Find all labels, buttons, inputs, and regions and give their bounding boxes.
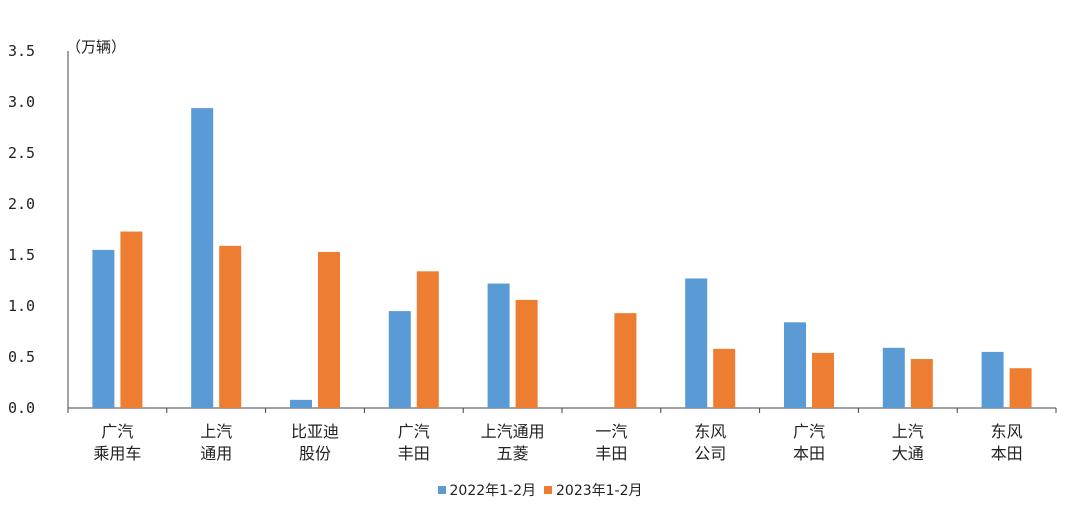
- bar-series-2: [1009, 368, 1032, 408]
- x-category-label: 东风: [991, 422, 1023, 441]
- bar-series-1: [981, 351, 1004, 408]
- bar-series-1: [487, 283, 510, 408]
- y-tick-label: 1.0: [8, 297, 35, 315]
- legend-label: 2022年1-2月: [449, 483, 537, 499]
- bar-series-1: [388, 311, 411, 408]
- y-tick-label: 0.5: [8, 348, 35, 366]
- x-category-label: 一汽: [595, 422, 627, 441]
- bar-series-2: [713, 348, 736, 408]
- y-tick-label: 3.0: [8, 93, 35, 111]
- bar-series-2: [910, 359, 933, 408]
- x-axis: 广汽乘用车上汽通用比亚迪股份广汽丰田上汽通用五菱一汽丰田东风公司广汽本田上汽大通…: [67, 407, 1057, 463]
- x-category-label: 丰田: [595, 444, 627, 463]
- legend-swatch: [544, 486, 552, 494]
- y-tick-label: 3.5: [8, 42, 35, 60]
- x-category-label: 大通: [892, 444, 924, 463]
- y-tick-label: 1.5: [8, 246, 35, 264]
- bar-chart: 0.00.51.01.52.02.53.03.5 广汽乘用车上汽通用比亚迪股份广…: [8, 38, 1057, 463]
- bar-series-1: [290, 399, 312, 408]
- x-category-label: 股份: [299, 444, 331, 463]
- bar-series-2: [120, 231, 143, 408]
- x-category-label: 公司: [694, 444, 726, 463]
- y-axis: 0.0 0.5 1.0 1.5 2.0 2.5 3.0 3.5: [8, 42, 69, 417]
- x-category-label: 乘用车: [93, 444, 141, 463]
- bar-series-1: [784, 322, 806, 408]
- x-category-label: 本田: [793, 444, 825, 463]
- bar-series-2: [812, 352, 834, 408]
- bar-series-1: [92, 249, 115, 408]
- legend-label: 2023年1-2月: [556, 483, 643, 499]
- legend: 2022年1-2月 2023年1-2月: [0, 480, 1080, 500]
- x-category-label: 本田: [991, 444, 1023, 463]
- x-category-label: 广汽: [101, 422, 133, 441]
- bars: [92, 108, 1032, 409]
- y-unit-label: （万辆）: [66, 38, 126, 56]
- x-category-label: 上汽: [892, 422, 924, 441]
- bar-series-1: [685, 278, 708, 408]
- bar-series-1: [191, 108, 214, 409]
- bar-series-2: [416, 271, 439, 408]
- x-category-label: 上汽通用: [481, 422, 545, 441]
- bar-series-2: [318, 251, 340, 408]
- x-category-label: 五菱: [497, 444, 529, 463]
- legend-swatch: [437, 486, 446, 494]
- bar-series-1: [882, 347, 905, 408]
- x-category-label: 东风: [694, 422, 726, 441]
- x-category-label: 丰田: [398, 444, 430, 463]
- bar-series-2: [219, 245, 242, 408]
- y-tick-label: 2.0: [8, 195, 35, 213]
- x-category-label: 上汽: [200, 422, 232, 441]
- x-category-label: 广汽: [793, 422, 825, 441]
- y-tick-label: 2.5: [8, 144, 35, 162]
- legend-item-series-2: 2023年1-2月: [544, 480, 643, 500]
- x-category-label: 通用: [200, 444, 232, 463]
- bar-series-2: [515, 299, 538, 408]
- y-tick-label: 0.0: [8, 399, 35, 417]
- bar-series-2: [614, 313, 637, 408]
- x-category-label: 比亚迪: [291, 422, 339, 441]
- x-category-label: 广汽: [398, 422, 430, 441]
- legend-item-series-1: 2022年1-2月: [437, 480, 537, 500]
